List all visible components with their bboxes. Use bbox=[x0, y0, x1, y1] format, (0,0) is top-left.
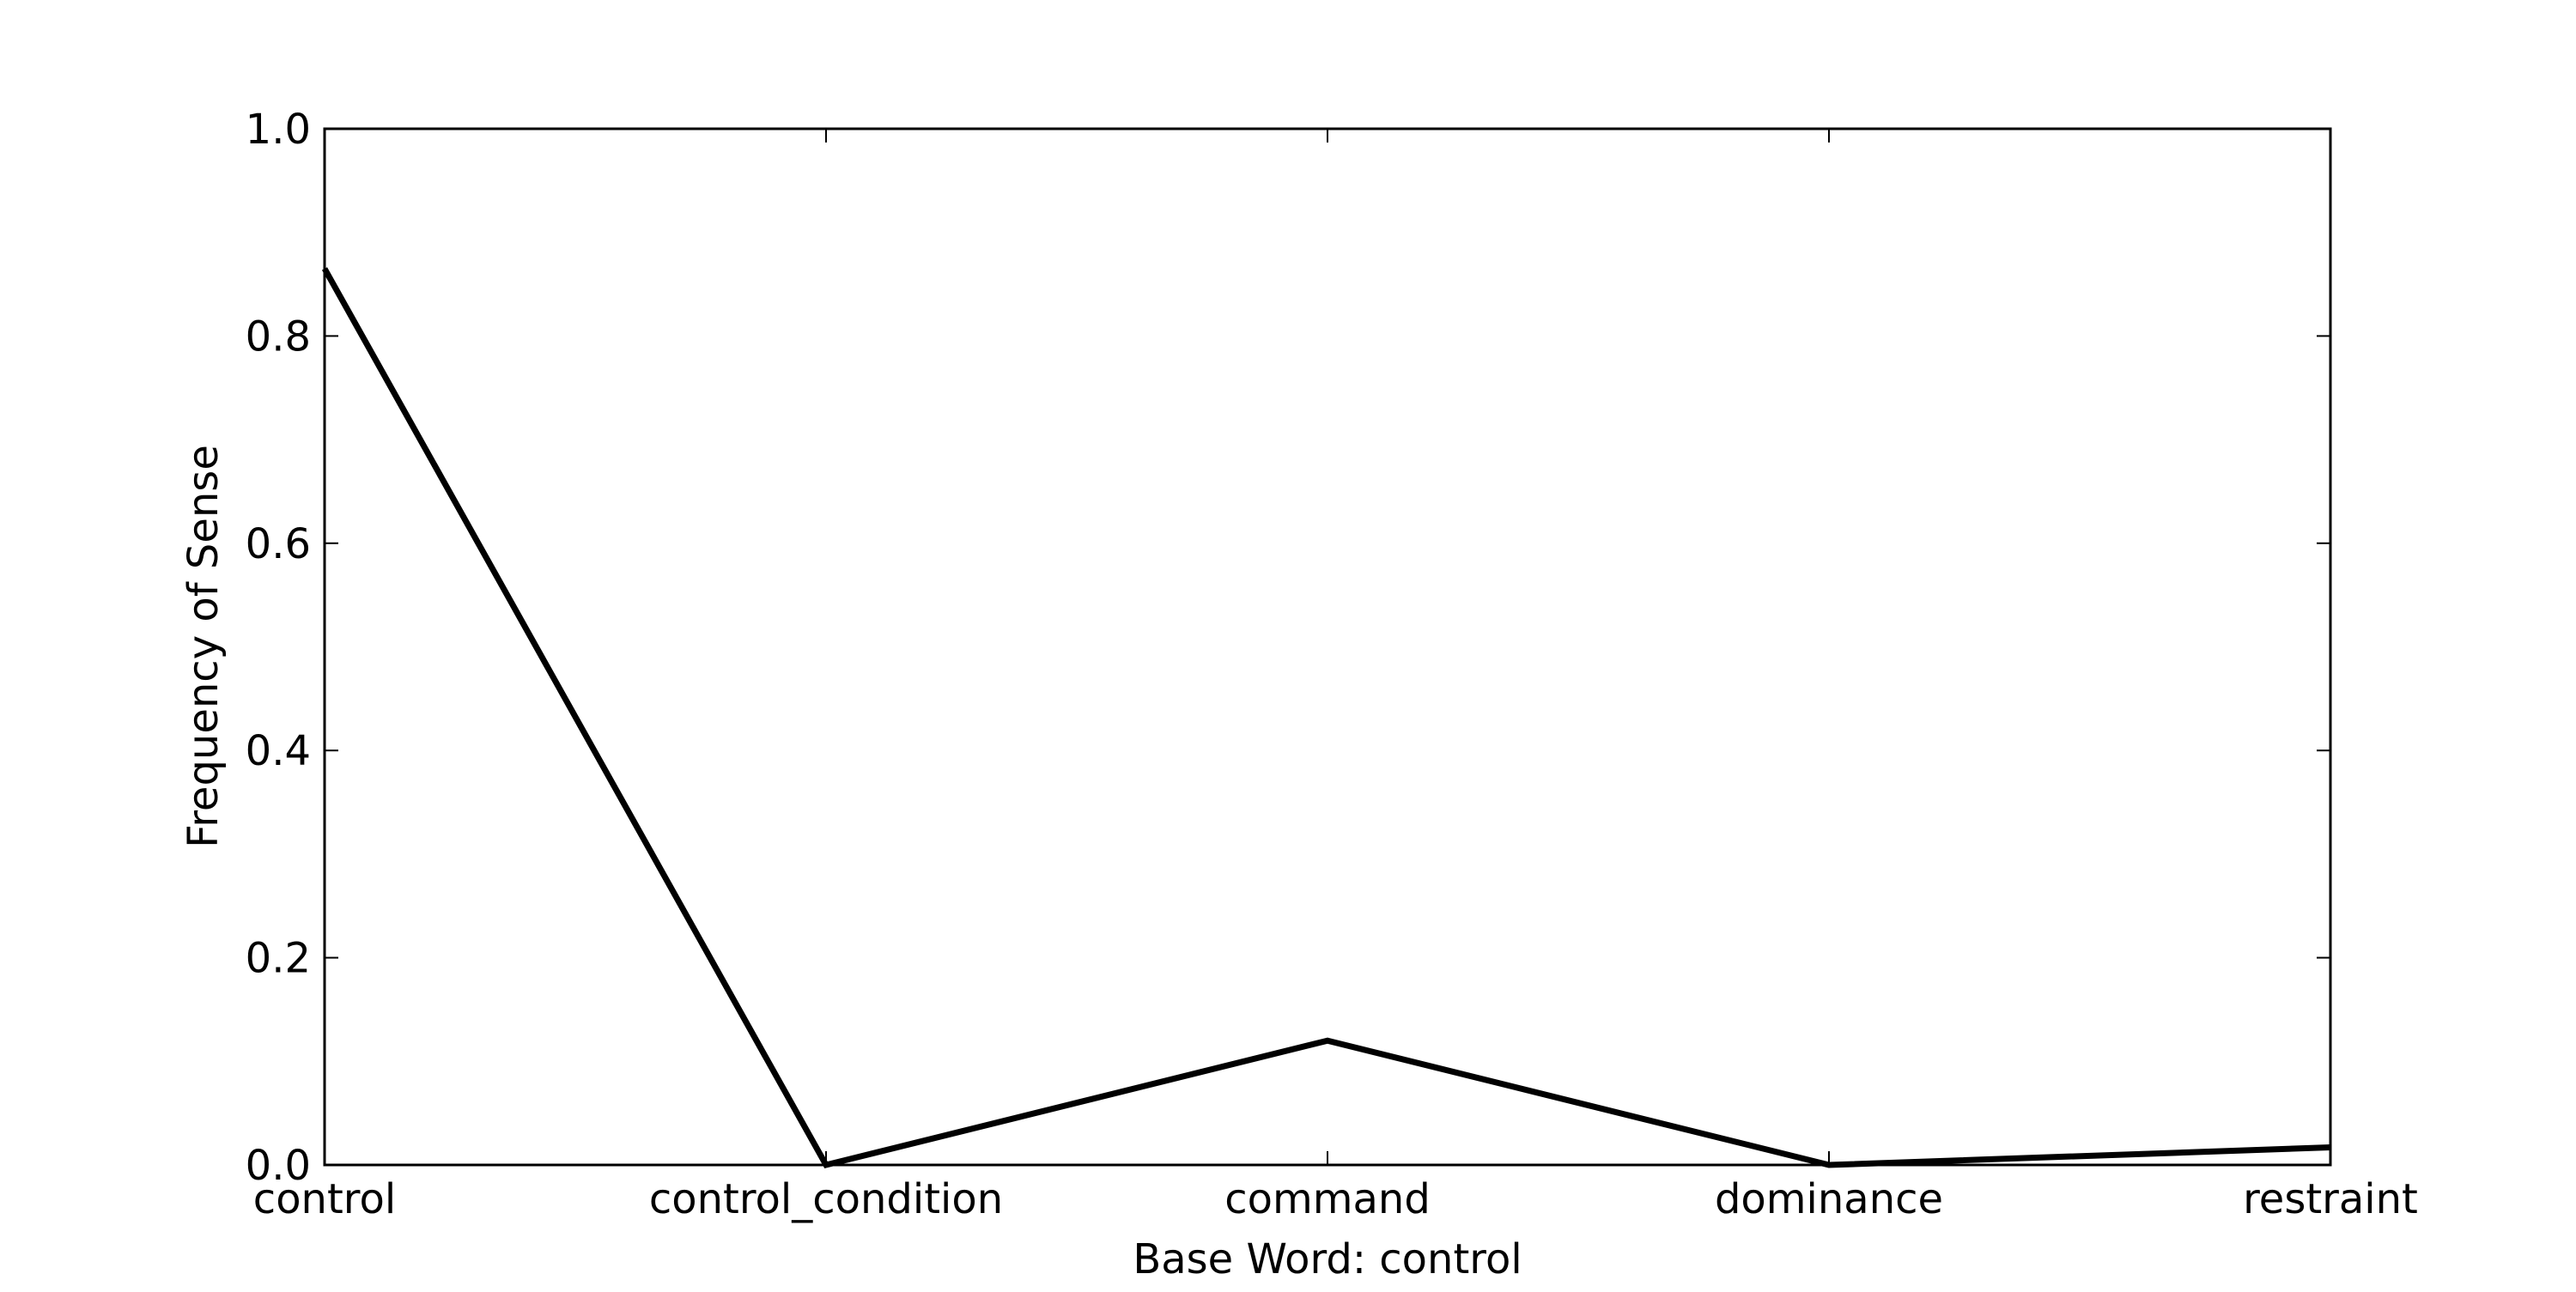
y-tick-label: 0.2 bbox=[246, 935, 311, 983]
y-tick-label: 0.6 bbox=[246, 520, 311, 568]
x-tick-label: command bbox=[1224, 1175, 1431, 1223]
plot-frame bbox=[323, 127, 2332, 1167]
y-tick-label: 0.8 bbox=[246, 312, 311, 361]
x-axis-label: Base Word: control bbox=[1133, 1235, 1522, 1283]
series-line bbox=[321, 267, 2331, 1169]
y-tick-label: 0.0 bbox=[246, 1142, 311, 1190]
x-tick-label: control_condition bbox=[649, 1175, 1003, 1223]
y-tick-label: 0.4 bbox=[246, 727, 311, 775]
x-tick-label: restraint bbox=[2243, 1175, 2418, 1223]
x-tick-label: dominance bbox=[1715, 1175, 1943, 1223]
x-tick-label: control bbox=[253, 1175, 396, 1223]
y-tick-label: 1.0 bbox=[246, 106, 311, 154]
y-axis-label: Frequency of Sense bbox=[179, 445, 228, 848]
y-ticks: 0.0 0.2 0.4 0.6 0.8 1.0 bbox=[246, 106, 2330, 1190]
x-ticks: control control_condition command dominance… bbox=[253, 129, 2418, 1223]
